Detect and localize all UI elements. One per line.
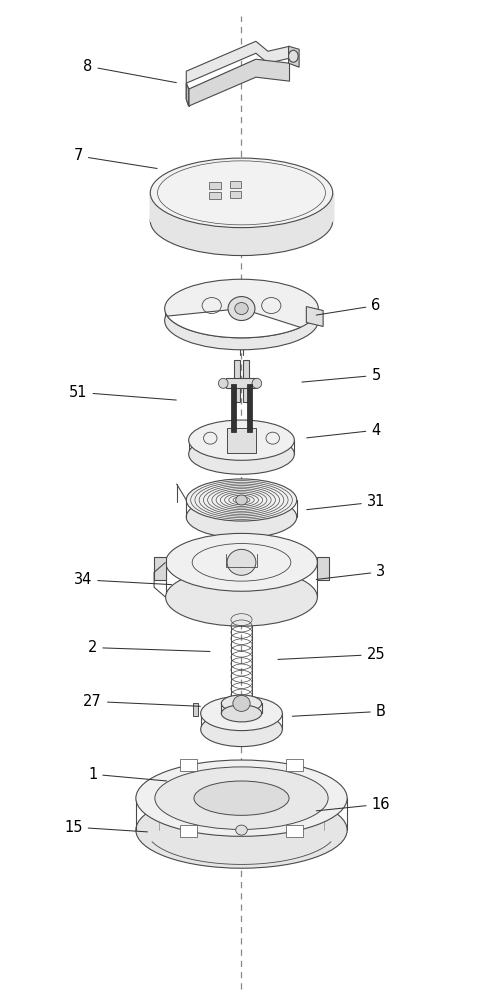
Bar [247,384,252,432]
Ellipse shape [165,291,318,350]
Ellipse shape [235,303,248,315]
Ellipse shape [166,533,317,591]
Ellipse shape [236,495,247,505]
Bar [227,428,256,453]
Text: 5: 5 [302,368,381,383]
Text: 8: 8 [83,59,176,83]
Ellipse shape [189,420,294,460]
Text: 4: 4 [307,423,381,438]
Text: B: B [292,704,386,719]
Polygon shape [180,825,198,837]
Text: 1: 1 [88,767,167,782]
Ellipse shape [221,695,262,712]
Ellipse shape [218,378,228,388]
Bar [230,181,242,188]
Ellipse shape [200,712,283,747]
Ellipse shape [150,158,333,228]
Polygon shape [180,759,198,771]
Text: 25: 25 [278,647,385,662]
Text: 3: 3 [316,564,385,579]
Bar [209,182,221,189]
Ellipse shape [236,825,247,835]
Ellipse shape [200,696,283,731]
Text: 31: 31 [307,494,385,510]
Ellipse shape [166,568,317,626]
Text: 2: 2 [88,640,210,655]
Bar [243,360,249,402]
Ellipse shape [155,767,328,829]
Text: 6: 6 [316,298,381,315]
Polygon shape [285,759,303,771]
Polygon shape [317,557,329,580]
Ellipse shape [228,297,255,321]
Bar [231,384,236,432]
Ellipse shape [221,705,262,722]
Polygon shape [288,46,299,67]
Bar [234,360,240,402]
Text: 27: 27 [83,694,200,709]
Text: 15: 15 [64,820,147,835]
Ellipse shape [186,496,297,538]
Bar [230,191,242,198]
Ellipse shape [194,781,289,815]
Polygon shape [306,307,323,326]
Ellipse shape [136,760,347,836]
Text: 51: 51 [69,385,176,400]
Text: 16: 16 [316,797,390,812]
Polygon shape [189,59,289,106]
Ellipse shape [150,186,333,256]
Ellipse shape [165,279,318,338]
Ellipse shape [233,695,250,711]
Ellipse shape [189,434,294,474]
Bar [209,192,221,199]
Ellipse shape [288,50,298,62]
Ellipse shape [186,479,297,521]
Polygon shape [186,83,189,106]
Polygon shape [186,83,189,106]
Ellipse shape [227,549,256,575]
Polygon shape [285,825,303,837]
Polygon shape [154,557,166,580]
Polygon shape [167,309,300,338]
Bar [226,378,257,388]
Ellipse shape [136,792,347,868]
Polygon shape [150,193,333,221]
Polygon shape [194,703,199,716]
Ellipse shape [252,378,262,388]
Polygon shape [186,41,289,83]
Text: 7: 7 [73,148,157,168]
Text: 34: 34 [74,572,171,587]
